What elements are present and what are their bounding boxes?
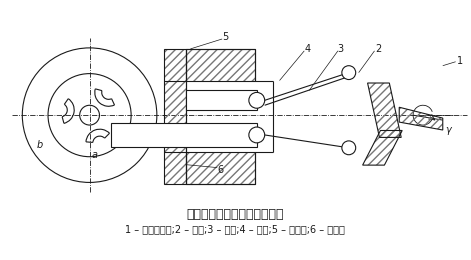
Bar bbox=[186, 152, 255, 184]
Text: γ: γ bbox=[446, 125, 452, 135]
Text: 斜轴式轴向柱塞泵的工作原理: 斜轴式轴向柱塞泵的工作原理 bbox=[186, 207, 284, 220]
Bar bbox=[186, 49, 255, 81]
Circle shape bbox=[249, 127, 265, 143]
Bar bbox=[186, 152, 255, 184]
Bar bbox=[186, 49, 255, 81]
Bar bbox=[164, 49, 186, 184]
Text: 3: 3 bbox=[338, 44, 344, 54]
Circle shape bbox=[342, 66, 356, 80]
Bar bbox=[186, 90, 257, 110]
Text: 1 – 法兰传动轴;2 – 连杆;3 – 柱塞;4 – 缸体;5 – 配流盘;6 – 中心轴: 1 – 法兰传动轴;2 – 连杆;3 – 柱塞;4 – 缸体;5 – 配流盘;6… bbox=[125, 224, 345, 234]
Text: a: a bbox=[91, 150, 97, 160]
Text: 1: 1 bbox=[456, 56, 463, 66]
Circle shape bbox=[249, 92, 265, 108]
Circle shape bbox=[342, 141, 356, 155]
Text: 2: 2 bbox=[375, 44, 382, 54]
Bar bbox=[111, 123, 257, 147]
Text: 4: 4 bbox=[304, 44, 310, 54]
Text: 5: 5 bbox=[222, 32, 228, 42]
Text: b: b bbox=[37, 140, 43, 150]
Text: 6: 6 bbox=[217, 165, 223, 174]
Bar bbox=[164, 49, 186, 184]
